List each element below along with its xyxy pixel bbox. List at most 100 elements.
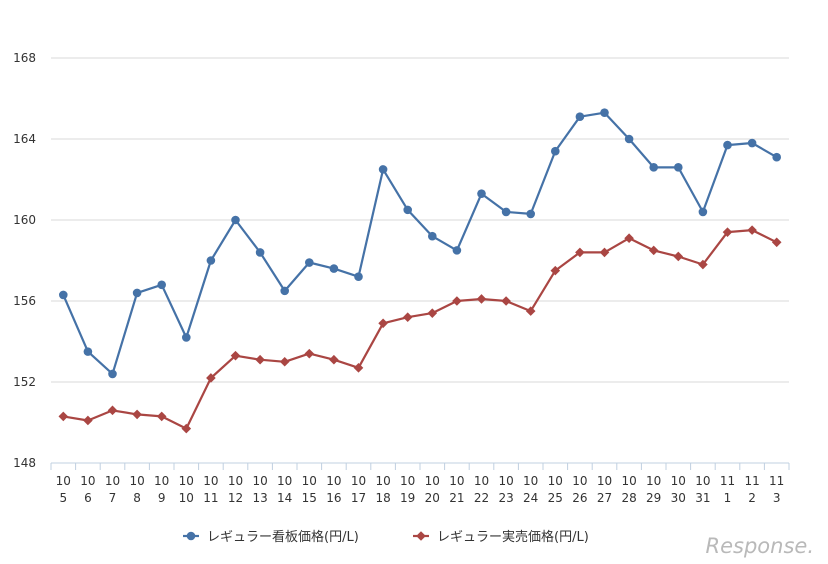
data-point	[156, 411, 167, 422]
data-point	[551, 146, 560, 156]
x-tick-label-day: 6	[84, 491, 92, 505]
data-point	[107, 405, 118, 416]
data-point	[157, 280, 166, 290]
data-point	[649, 163, 658, 172]
series-2-line	[63, 229, 778, 430]
data-point	[305, 258, 314, 267]
data-point	[427, 308, 438, 318]
y-tick-label-152: 152	[13, 375, 36, 389]
x-tick-label-day: 27	[597, 491, 612, 505]
data-point	[58, 411, 69, 422]
data-point	[476, 294, 487, 304]
data-point	[771, 237, 782, 248]
data-point	[255, 354, 265, 365]
data-point	[83, 347, 93, 356]
x-tick-label-day: 11	[203, 491, 218, 505]
x-tick-label-day: 28	[621, 491, 636, 505]
x-tick-label-day: 13	[252, 491, 267, 505]
x-tick-label-month: 11	[720, 474, 735, 488]
legend-item-2: レギュラー実売価格(円/L)	[413, 529, 589, 545]
x-tick-label-month: 10	[129, 474, 144, 488]
y-tick-label-168: 168	[13, 51, 36, 65]
data-point	[674, 163, 683, 172]
data-point	[550, 265, 561, 276]
x-tick-label-day: 22	[474, 491, 489, 505]
data-point	[255, 248, 265, 257]
legend-label: レギュラー実売価格(円/L)	[437, 529, 589, 545]
x-tick-label-day: 12	[228, 491, 243, 505]
x-tick-label-day: 8	[133, 491, 141, 505]
x-tick-label-day: 25	[548, 491, 563, 505]
x-tick-label-day: 1	[724, 491, 732, 505]
x-tick-label-month: 10	[671, 474, 686, 488]
x-tick-label-day: 16	[326, 491, 341, 505]
x-tick-label-month: 10	[597, 474, 612, 488]
gridlines	[51, 57, 789, 383]
data-point	[402, 312, 413, 322]
legend-marker-diamond-icon	[416, 531, 426, 541]
x-tick-label-day: 21	[449, 491, 464, 505]
y-tick-label-156: 156	[13, 294, 36, 308]
x-tick-label-day: 26	[572, 491, 587, 505]
x-tick-label-month: 10	[548, 474, 563, 488]
x-tick-label-month: 10	[498, 474, 513, 488]
data-point	[83, 415, 93, 426]
y-tick-label-160: 160	[13, 213, 36, 227]
x-tick-label-day: 23	[498, 491, 513, 505]
x-tick-label-day: 24	[523, 491, 538, 505]
data-point	[698, 259, 708, 270]
x-tick-label-month: 10	[375, 474, 390, 488]
data-point	[698, 207, 708, 217]
data-point	[59, 290, 68, 300]
x-tick-label-day: 2	[748, 491, 756, 505]
data-point	[206, 256, 216, 265]
data-point	[501, 207, 511, 217]
data-point	[304, 348, 315, 359]
data-point	[353, 363, 364, 373]
response-watermark-logo: Response.	[705, 534, 814, 558]
data-point	[132, 409, 142, 420]
x-tick-label-month: 10	[302, 474, 317, 488]
data-point	[477, 189, 486, 198]
data-point	[354, 272, 363, 282]
y-tick-label-148: 148	[13, 456, 36, 470]
data-point	[378, 318, 388, 329]
data-point	[575, 112, 585, 122]
x-tick-label-month: 10	[80, 474, 95, 488]
x-tick-label-month: 10	[695, 474, 710, 488]
data-point	[452, 246, 462, 255]
x-tick-label-month: 10	[523, 474, 538, 488]
y-tick-label-164: 164	[13, 132, 36, 146]
data-point	[526, 209, 535, 219]
data-point	[378, 165, 388, 174]
legend-item-1: レギュラー看板価格(円/L)	[183, 529, 359, 545]
data-point	[624, 233, 634, 244]
x-tick-label-month: 10	[179, 474, 194, 488]
data-point	[772, 152, 781, 162]
x-tick-label-day: 30	[671, 491, 686, 505]
x-tick-label-month: 10	[572, 474, 587, 488]
data-point	[673, 251, 684, 262]
data-point	[230, 350, 241, 361]
x-tick-label-month: 10	[425, 474, 440, 488]
series-1-line	[62, 111, 778, 375]
x-tick-label-day: 20	[425, 491, 440, 505]
data-point	[722, 227, 733, 237]
data-point	[428, 231, 437, 241]
x-tick-label-day: 19	[400, 491, 415, 505]
x-tick-label-day: 17	[351, 491, 366, 505]
x-tick-label-day: 3	[773, 491, 781, 505]
data-point	[329, 264, 339, 273]
x-tick-label-day: 9	[158, 491, 166, 505]
x-tick-label-month: 10	[203, 474, 218, 488]
x-tick-label-day: 18	[375, 491, 390, 505]
data-point	[501, 296, 511, 306]
legend-marker-circle-icon	[186, 531, 196, 541]
data-point	[280, 286, 290, 296]
legend: レギュラー看板価格(円/L) レギュラー実売価格(円/L)	[183, 529, 589, 545]
x-tick-label-month: 10	[621, 474, 636, 488]
legend-label: レギュラー看板価格(円/L)	[207, 529, 359, 545]
x-tick-label-month: 10	[326, 474, 341, 488]
data-point	[599, 247, 610, 258]
